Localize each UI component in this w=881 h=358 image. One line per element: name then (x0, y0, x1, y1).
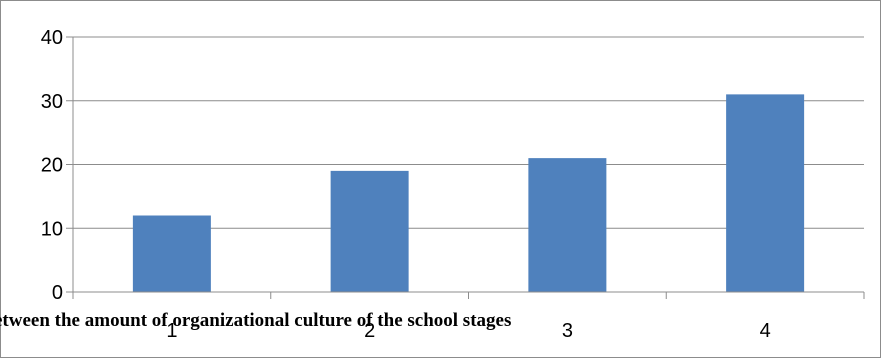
figure-caption: etween the amount of organizational cult… (0, 310, 512, 331)
x-tick-label: 3 (562, 320, 573, 342)
axes (66, 36, 865, 299)
x-tick-label: 4 (760, 320, 771, 342)
y-tick-label: 30 (41, 91, 63, 113)
y-tick-label: 40 (41, 27, 63, 49)
bar (330, 170, 409, 292)
bars (132, 94, 805, 292)
y-tick-labels: 0 10 20 30 40 (41, 27, 63, 304)
y-tick-label: 10 (41, 218, 63, 240)
bar (726, 94, 805, 292)
x-tick-labels: 1 2 3 4 (166, 320, 770, 342)
x-tick-label: 2 (364, 320, 375, 342)
bar (528, 158, 607, 292)
y-tick-label: 20 (41, 155, 63, 177)
x-tick-label: 1 (166, 320, 177, 342)
y-tick-label: 0 (52, 282, 63, 304)
bar (132, 215, 211, 292)
